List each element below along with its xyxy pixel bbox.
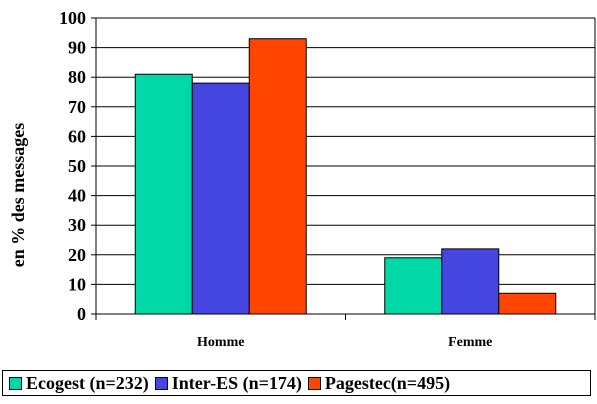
legend-item-inter-es: Inter-ES (n=174) [154, 372, 302, 394]
legend: Ecogest (n=232) Inter-ES (n=174) Pageste… [2, 370, 591, 396]
y-tick-label-80: 80 [68, 67, 86, 87]
y-axis-label: en % des messages [8, 123, 28, 268]
x-tick-label-femme: Femme [448, 335, 492, 350]
y-tick-label-10: 10 [68, 274, 86, 294]
bar-femme-series-2 [498, 292, 557, 315]
legend-swatch-ecogest [9, 376, 22, 390]
bar-homme-series-0 [134, 73, 193, 315]
y-tick-label-0: 0 [77, 304, 86, 324]
y-tick-label-50: 50 [68, 156, 86, 176]
legend-label-inter-es: Inter-ES (n=174) [171, 372, 302, 393]
legend-swatch-pagestec [307, 376, 321, 390]
bar-femme-series-1 [441, 248, 500, 315]
y-tick-label-20: 20 [68, 245, 86, 265]
y-tick-label-100: 100 [59, 8, 86, 28]
y-tick-label-90: 90 [68, 38, 86, 58]
y-tick-label-60: 60 [68, 126, 86, 146]
y-tick-label-40: 40 [68, 186, 86, 206]
legend-item-pagestec: Pagestec(n=495) [307, 372, 451, 394]
legend-swatch-inter-es [154, 376, 168, 390]
legend-label-pagestec: Pagestec(n=495) [324, 372, 451, 393]
x-tick-label-homme: Homme [197, 335, 244, 350]
legend-label-ecogest: Ecogest (n=232) [26, 372, 149, 393]
y-tick-label-70: 70 [68, 97, 86, 117]
bar-homme-series-1 [191, 82, 250, 315]
bar-homme-series-2 [248, 38, 307, 315]
legend-item-ecogest: Ecogest (n=232) [9, 373, 149, 394]
y-tick-label-30: 30 [68, 215, 86, 235]
bar-femme-series-0 [384, 257, 443, 315]
